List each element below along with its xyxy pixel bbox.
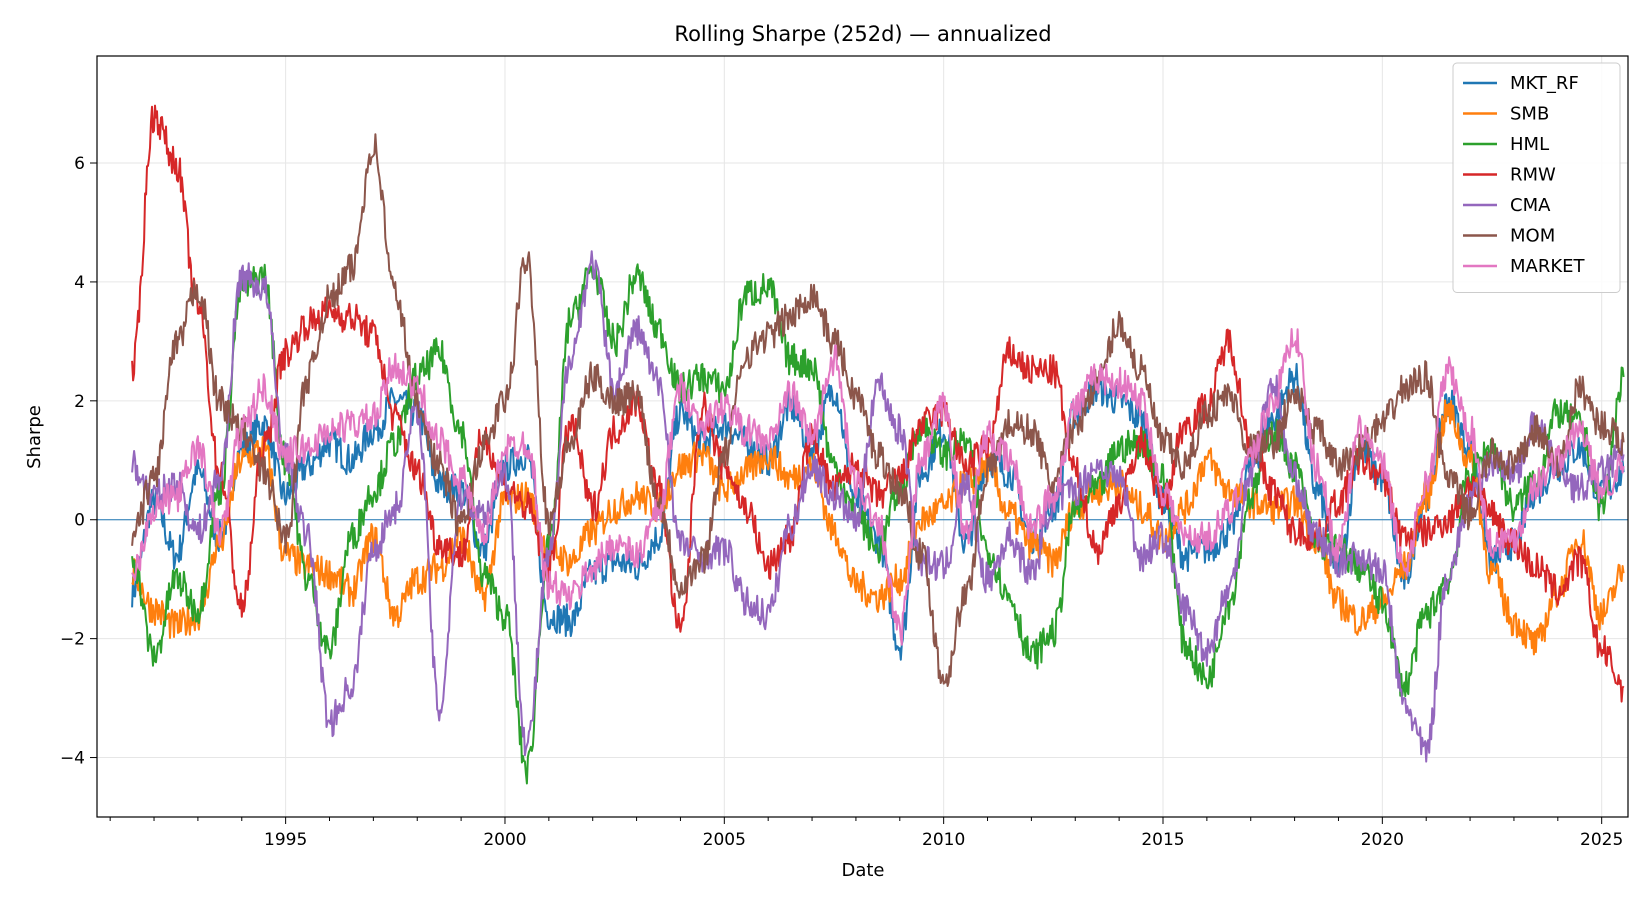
x-axis-title: Date xyxy=(841,860,884,881)
legend-label-cma: CMA xyxy=(1510,195,1551,216)
series-line-cma xyxy=(131,250,1625,763)
legend-label-mom: MOM xyxy=(1510,226,1555,247)
x-tick-label: 2005 xyxy=(703,830,746,850)
legend: MKT_RF SMB HML RMW CMA MOM MARKET xyxy=(1452,62,1621,293)
y-tick-label: 4 xyxy=(74,273,85,293)
x-tick-label: 2000 xyxy=(483,830,526,850)
y-tick-label: −2 xyxy=(60,630,85,650)
y-tick-label: 2 xyxy=(74,392,85,412)
y-tick-label: 6 xyxy=(74,154,85,174)
x-tick-label: 2015 xyxy=(1141,830,1184,850)
y-axis-title: Sharpe xyxy=(24,405,45,469)
series-layer xyxy=(131,104,1625,785)
legend-label-smb: SMB xyxy=(1510,104,1549,125)
legend-label-rmw: RMW xyxy=(1510,165,1556,186)
series-line-market xyxy=(131,328,1625,646)
y-tick-label: 0 xyxy=(74,511,85,531)
x-tick-label: 2010 xyxy=(922,830,965,850)
x-tick-label: 2020 xyxy=(1361,830,1404,850)
y-tick-label: −4 xyxy=(60,749,85,769)
legend-label-hml: HML xyxy=(1510,134,1549,155)
x-tick-label: 2025 xyxy=(1580,830,1623,850)
chart-title: Rolling Sharpe (252d) — annualized xyxy=(674,22,1051,46)
series-line-mom xyxy=(131,133,1625,687)
legend-label-mkt_rf: MKT_RF xyxy=(1510,73,1579,94)
x-tick-label: 1995 xyxy=(264,830,307,850)
series-line-rmw xyxy=(131,104,1625,703)
series-line-hml xyxy=(131,263,1625,785)
y-axis: −4 −2 0 2 4 6 xyxy=(60,154,97,769)
x-axis: 1995 2000 2005 2010 2015 2020 2025 xyxy=(109,817,1623,850)
plot-frame xyxy=(96,55,1629,818)
legend-label-market: MARKET xyxy=(1510,256,1586,277)
